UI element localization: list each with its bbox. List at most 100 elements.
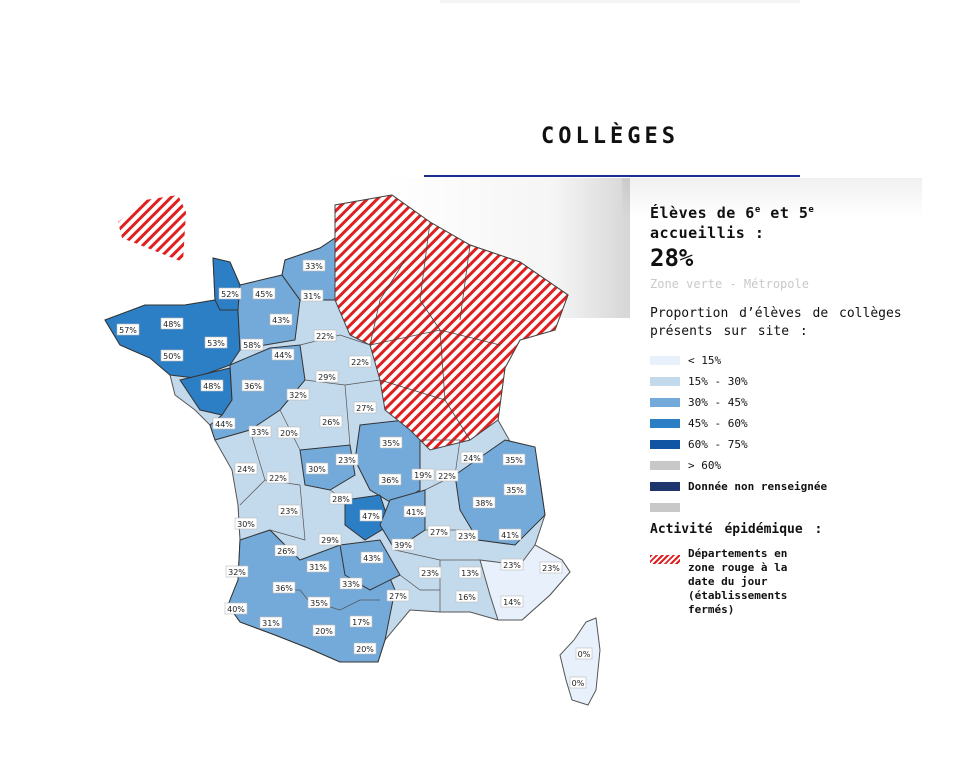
label-text: 24% bbox=[237, 465, 255, 474]
label-text: 53% bbox=[207, 339, 225, 348]
department-percentage-label: 20% bbox=[353, 642, 377, 655]
label-text: 31% bbox=[309, 563, 327, 572]
label-text: 28% bbox=[332, 495, 350, 504]
department-percentage-label: 22% bbox=[313, 329, 337, 342]
department-percentage-label: 36% bbox=[272, 581, 296, 594]
label-text: 17% bbox=[352, 618, 370, 627]
label-box bbox=[160, 349, 184, 362]
department-percentage-label: 29% bbox=[318, 533, 342, 546]
label-box bbox=[335, 453, 359, 466]
department-percentage-label: 33% bbox=[248, 425, 272, 438]
label-text: 35% bbox=[382, 439, 400, 448]
legend-label: 60% - 75% bbox=[688, 438, 748, 451]
label-box bbox=[307, 596, 331, 609]
label-box bbox=[274, 544, 298, 557]
label-text: 0% bbox=[572, 679, 585, 688]
panel-top-shadow bbox=[622, 178, 922, 218]
label-text: 19% bbox=[414, 471, 432, 480]
label-box bbox=[160, 317, 184, 330]
legend-label: > 60% bbox=[688, 459, 722, 472]
department-percentage-label: 0% bbox=[575, 647, 593, 660]
legend-swatch bbox=[650, 482, 680, 491]
department-percentage-label: 22% bbox=[435, 469, 459, 482]
label-text: 27% bbox=[430, 528, 448, 537]
brittany-region bbox=[104, 299, 241, 379]
red-zone-text: Départements en zone rouge à la date du … bbox=[688, 547, 788, 616]
label-box bbox=[386, 589, 410, 602]
label-text: 43% bbox=[363, 554, 381, 563]
label-box bbox=[502, 453, 526, 466]
department-percentage-label: 45% bbox=[252, 287, 276, 300]
label-box bbox=[252, 287, 276, 300]
zone-caption: Zone verte - Métropole bbox=[650, 277, 809, 291]
page-title: COLLÈGES bbox=[541, 124, 679, 149]
label-box bbox=[204, 336, 228, 349]
department-percentage-label: 39% bbox=[391, 538, 415, 551]
label-text: 22% bbox=[269, 474, 287, 483]
department-percentage-label: 32% bbox=[225, 565, 249, 578]
label-text: 32% bbox=[228, 568, 246, 577]
department-percentage-label: 16% bbox=[455, 590, 479, 603]
department-percentage-label: 23% bbox=[500, 558, 524, 571]
label-box bbox=[300, 289, 324, 302]
label-box bbox=[435, 469, 459, 482]
label-text: 23% bbox=[458, 532, 476, 541]
department-percentage-label: 35% bbox=[307, 596, 331, 609]
label-box bbox=[498, 528, 522, 541]
legend-label: 15% - 30% bbox=[688, 375, 748, 388]
heading-part: et 5 bbox=[760, 204, 809, 222]
department-percentage-label: 28% bbox=[329, 492, 353, 505]
department-percentage-label: 19% bbox=[411, 468, 435, 481]
department-percentage-label: 27% bbox=[386, 589, 410, 602]
label-text: 23% bbox=[338, 456, 356, 465]
label-box bbox=[225, 565, 249, 578]
label-box bbox=[200, 379, 224, 392]
label-box bbox=[277, 504, 301, 517]
department-percentage-label: 0% bbox=[569, 676, 587, 689]
label-box bbox=[418, 566, 442, 579]
label-box bbox=[302, 259, 326, 272]
label-box bbox=[116, 323, 140, 336]
department-percentage-label: 23% bbox=[418, 566, 442, 579]
label-text: 48% bbox=[203, 382, 221, 391]
department-percentage-label: 30% bbox=[305, 462, 329, 475]
legend-swatch bbox=[650, 398, 680, 407]
label-box bbox=[315, 370, 339, 383]
label-text: 20% bbox=[280, 429, 298, 438]
label-box bbox=[455, 529, 479, 542]
department-percentage-label: 57% bbox=[116, 323, 140, 336]
heading-sup: e bbox=[754, 205, 761, 215]
label-text: 0% bbox=[578, 650, 591, 659]
label-text: 24% bbox=[463, 454, 481, 463]
label-text: 36% bbox=[275, 584, 293, 593]
department-percentage-label: 36% bbox=[241, 379, 265, 392]
department-percentage-label: 23% bbox=[455, 529, 479, 542]
label-text: 45% bbox=[255, 290, 273, 299]
label-text: 41% bbox=[501, 531, 519, 540]
headline-value: 28% bbox=[650, 244, 694, 272]
department-percentage-label: 40% bbox=[224, 602, 248, 615]
legend-label: 45% - 60% bbox=[688, 417, 748, 430]
label-box bbox=[312, 624, 336, 637]
legend-swatch bbox=[650, 461, 680, 470]
department-percentage-label: 22% bbox=[266, 471, 290, 484]
department-percentage-label: 50% bbox=[160, 349, 184, 362]
label-text: 35% bbox=[505, 456, 523, 465]
label-text: 50% bbox=[163, 352, 181, 361]
eleves-heading: Élèves de 6e et 5e accueillis : bbox=[650, 200, 860, 243]
department-percentage-label: 17% bbox=[349, 615, 373, 628]
label-box bbox=[379, 436, 403, 449]
label-box bbox=[460, 451, 484, 464]
label-box bbox=[319, 415, 343, 428]
label-box bbox=[259, 616, 283, 629]
department-percentage-label: 58% bbox=[240, 338, 264, 351]
label-text: 22% bbox=[316, 332, 334, 341]
label-box bbox=[458, 566, 482, 579]
label-box bbox=[569, 676, 587, 689]
label-box bbox=[329, 492, 353, 505]
label-text: 38% bbox=[475, 499, 493, 508]
label-box bbox=[318, 533, 342, 546]
department-percentage-label: 43% bbox=[360, 551, 384, 564]
label-text: 27% bbox=[389, 592, 407, 601]
label-text: 57% bbox=[119, 326, 137, 335]
